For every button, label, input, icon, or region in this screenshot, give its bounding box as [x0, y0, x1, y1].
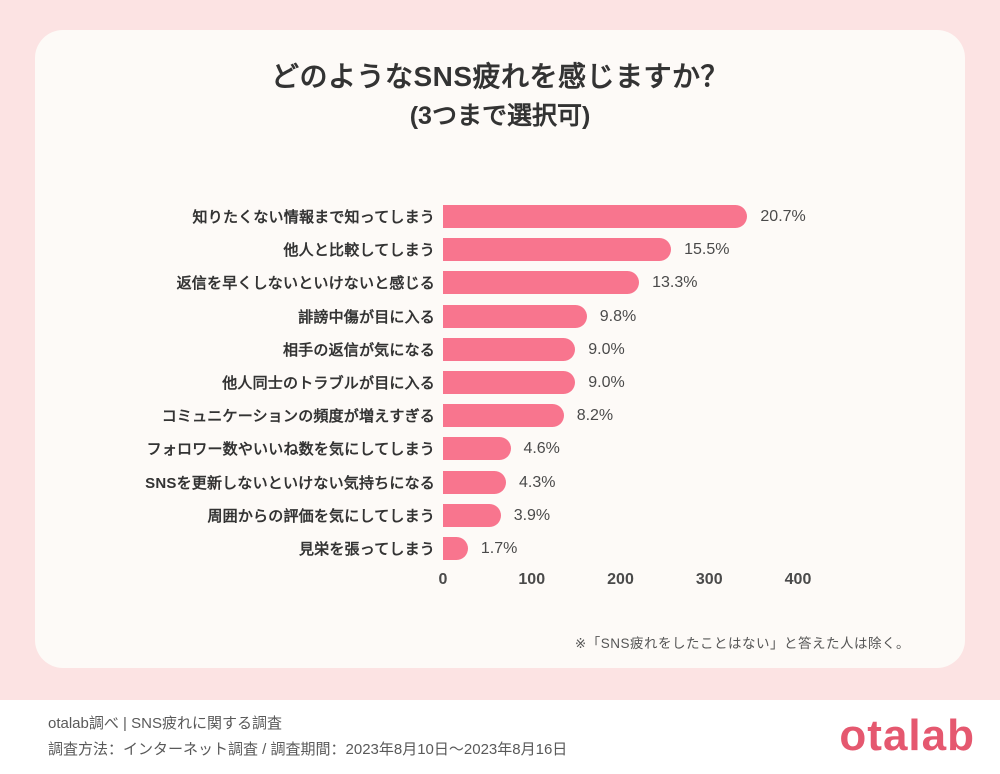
chart-title-line1: どのようなSNS疲れを感じますか？ — [270, 61, 730, 92]
bar — [443, 304, 587, 328]
bar-track: 9.0% — [443, 337, 965, 361]
bar — [443, 238, 672, 262]
bar-track: 4.3% — [443, 470, 965, 494]
value-label: 1.7% — [480, 539, 518, 557]
bar — [443, 271, 640, 295]
category-label: フォロワー数やいいね数を気にしてしまう — [146, 441, 435, 459]
survey-source-line: otalab調べ | SNS疲れに関する調査 — [48, 715, 282, 732]
value-label: 9.8% — [599, 307, 637, 325]
bar — [443, 205, 748, 229]
bar-track: 4.6% — [443, 437, 965, 461]
bar-track: 9.8% — [443, 304, 965, 328]
chart-title-line2: (3つまで選択可) — [409, 102, 591, 130]
bar — [443, 470, 506, 494]
x-axis-tick-label: 200 — [607, 571, 634, 589]
x-axis-tick-label: 300 — [695, 571, 723, 589]
value-label: 15.5% — [684, 241, 730, 259]
survey-chart-card: どのようなSNS疲れを感じますか？ (3つまで選択可) 知りたくない情報まで知っ… — [35, 30, 965, 668]
chart-row: コミュニケーションの頻度が増えすぎる 8.2% — [35, 399, 965, 432]
bar — [443, 536, 468, 560]
chart-row: 周囲からの評価を気にしてしまう 3.9% — [35, 499, 965, 532]
footer-bar: otalab調べ | SNS疲れに関する調査 調査方法：インターネット調査 / … — [0, 700, 1000, 774]
value-label: 4.6% — [523, 440, 560, 458]
chart-row: 相手の返信が気になる 9.0% — [35, 333, 965, 366]
chart-footnote: ※「SNS疲れをしたことはない」と答えた人は除く。 — [574, 636, 910, 651]
category-label: 周囲からの評価を気にしてしまう — [207, 507, 435, 525]
value-label: 9.0% — [588, 340, 625, 358]
x-axis-tick-label: 0 — [438, 571, 448, 589]
category-label: 誹謗中傷が目に入る — [298, 308, 435, 326]
survey-source-info: otalab調べ | SNS疲れに関する調査 調査方法：インターネット調査 / … — [48, 711, 567, 763]
category-label: SNSを更新しないといけない気持ちになる — [145, 474, 435, 492]
category-label: 他人と比較してしまう — [283, 242, 435, 260]
bar-track: 8.2% — [443, 404, 965, 428]
value-label: 3.9% — [513, 506, 551, 524]
bar-track: 1.7% — [443, 536, 965, 560]
chart-row: フォロワー数やいいね数を気にしてしまう 4.6% — [35, 432, 965, 465]
survey-method-line: 調査方法：インターネット調査 / 調査期間：2023年8月10日～2023年8月… — [48, 741, 568, 758]
bar — [443, 371, 576, 395]
category-label: 返信を早くしないといけないと感じる — [176, 275, 435, 293]
chart-row: 他人同士のトラブルが目に入る 9.0% — [35, 366, 965, 399]
bar-track: 15.5% — [443, 238, 965, 262]
x-axis-tick-label: 100 — [518, 571, 546, 589]
x-axis: 0 100 200 300 400 — [439, 569, 812, 597]
bar — [443, 337, 576, 361]
value-label: 20.7% — [760, 208, 806, 226]
value-label: 8.2% — [576, 407, 614, 425]
category-label: 他人同士のトラブルが目に入る — [222, 375, 435, 393]
chart-row: 見栄を張ってしまう 1.7% — [35, 532, 965, 565]
bar-track: 3.9% — [443, 503, 965, 527]
chart-row: 誹謗中傷が目に入る 9.8% — [35, 300, 965, 333]
bar — [443, 404, 564, 428]
value-label: 13.3% — [652, 274, 698, 292]
chart-row: 他人と比較してしまう 15.5% — [35, 233, 965, 266]
category-label: 相手の返信が気になる — [282, 341, 435, 359]
chart-row: 返信を早くしないといけないと感じる 13.3% — [35, 266, 965, 299]
bar — [443, 503, 501, 527]
chart-title: どのようなSNS疲れを感じますか？ (3つまで選択可) — [35, 30, 965, 136]
x-axis-tick-label: 400 — [784, 571, 812, 589]
bar-track: 9.0% — [443, 371, 965, 395]
bar-track: 13.3% — [443, 271, 965, 295]
chart-row: SNSを更新しないといけない気持ちになる 4.3% — [35, 466, 965, 499]
category-label: 知りたくない情報まで知ってしまう — [192, 209, 435, 227]
value-label: 4.3% — [519, 473, 556, 491]
bar-chart: 知りたくない情報まで知ってしまう 20.7% 他人と比較してしまう 15.5% 返信を早… — [35, 200, 965, 597]
category-label: 見栄を張ってしまう — [298, 540, 435, 558]
value-label: 9.0% — [588, 374, 625, 392]
bar-track: 20.7% — [443, 205, 965, 229]
otalab-logo: otalab — [839, 711, 975, 760]
bar — [443, 437, 511, 461]
chart-row: 知りたくない情報まで知ってしまう 20.7% — [35, 200, 965, 233]
category-label: コミュニケーションの頻度が増えすぎる — [161, 408, 435, 426]
